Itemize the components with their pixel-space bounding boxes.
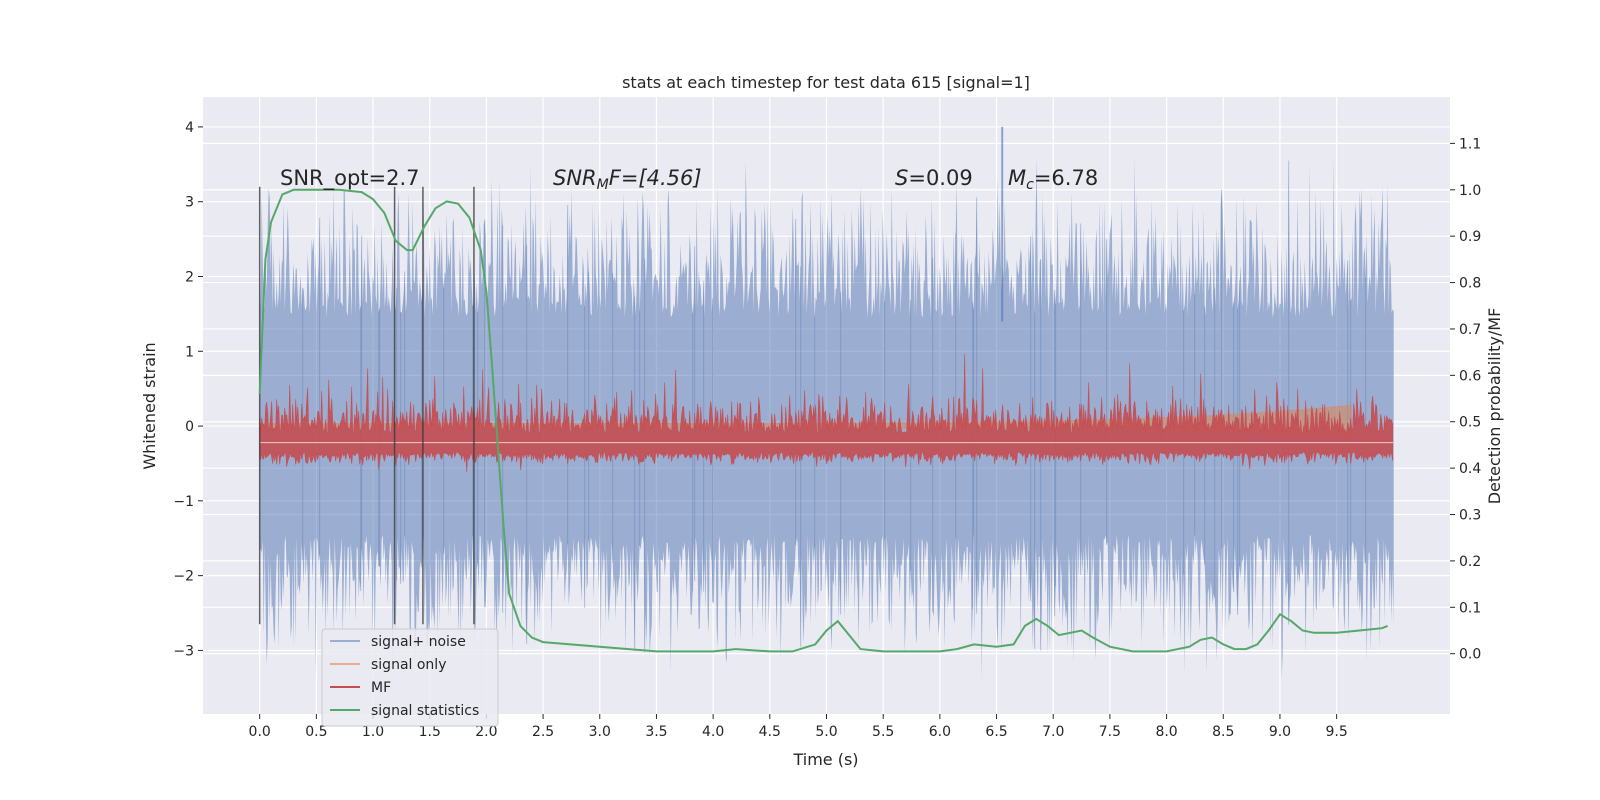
y-right-axis-label: Detection probability/MF [1485,308,1504,505]
x-tick-label: 8.5 [1212,724,1234,740]
annotation-snr-opt: SNR_opt=2.7 [280,166,420,191]
x-tick-label: 7.5 [1099,724,1121,740]
y-tick-label: −2 [173,569,194,585]
y-tick-label: 2 [185,269,194,285]
x-tick-label: 1.5 [419,724,441,740]
x-tick-label: 0.5 [305,724,327,740]
x-tick-label: 3.0 [589,724,611,740]
legend: signal+ noise signal only MF signal stat… [321,628,499,727]
x-tick-label: 4.0 [702,724,724,740]
x-tick-label: 1.0 [362,724,384,740]
legend-label-signal-statistics: signal statistics [371,703,479,719]
x-tick-label: 7.0 [1042,724,1064,740]
x-tick-label: 9.5 [1326,724,1348,740]
axes: 0.0 0.5 1.0 1.5 2.0 2.5 3.0 3.5 4.0 4.5 5.0 5.5 6.0 6… [173,120,1481,740]
x-tick-label: 4.5 [759,724,781,740]
y-right-tick-label: 0.7 [1459,322,1481,338]
y-right-tick-label: 0.4 [1459,461,1481,477]
series-signal-noise [259,157,1394,680]
x-tick-label: 6.0 [929,724,951,740]
y-tick-label: −3 [173,643,194,659]
x-tick-label: 5.5 [872,724,894,740]
y-axis-label: Whitened strain [140,342,159,469]
y-tick-label: 4 [185,120,194,136]
legend-label-mf: MF [371,680,391,696]
y-tick-label: −1 [173,494,194,510]
y-right-tick-label: 1.0 [1459,183,1481,199]
x-tick-label: 5.0 [815,724,837,740]
series-signal-statistics [258,188,1388,653]
y-tick-label: 1 [185,344,194,360]
x-axis-label: Time (s) [792,750,858,769]
y-right-tick-label: 0.3 [1459,508,1481,524]
x-tick-label: 6.5 [985,724,1007,740]
x-tick-label: 2.5 [532,724,554,740]
y-right-tick-label: 1.1 [1459,136,1481,152]
y-right-tick-label: 0.0 [1459,647,1481,663]
legend-label-signal-only: signal only [371,657,446,673]
y-tick-label: 0 [185,419,194,435]
legend-box [321,628,499,727]
y-right-tick-label: 0.1 [1459,600,1481,616]
y-right-tick-label: 0.8 [1459,276,1481,292]
y-right-tick-label: 0.2 [1459,554,1481,570]
annotation-snr-mf: SNRMF=[4.56] [553,166,702,193]
y-tick-label: 3 [185,195,194,211]
annotation-s: S=0.09 [895,166,973,190]
data-series [258,126,1394,680]
x-tick-label: 2.0 [475,724,497,740]
y-right-tick-label: 0.9 [1459,229,1481,245]
annotation-mc: Mc=6.78 [1008,166,1098,193]
x-tick-label: 3.5 [645,724,667,740]
legend-label-signal-noise: signal+ noise [371,634,466,650]
y-right-tick-label: 0.6 [1459,368,1481,384]
x-tick-label: 8.0 [1155,724,1177,740]
y-right-tick-label: 0.5 [1459,415,1481,431]
x-tick-label: 9.0 [1269,724,1291,740]
x-tick-label: 0.0 [249,724,271,740]
chart-title: stats at each timestep for test data 615… [622,73,1030,92]
